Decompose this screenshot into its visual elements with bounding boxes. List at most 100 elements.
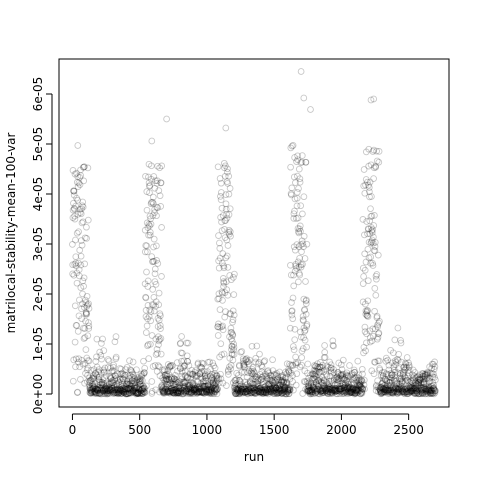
data-point <box>313 387 321 395</box>
data-point <box>304 360 312 368</box>
data-point <box>406 386 414 394</box>
data-point <box>294 214 302 222</box>
data-point <box>150 293 158 301</box>
data-point <box>206 389 213 396</box>
data-point <box>161 371 169 379</box>
data-point <box>333 384 340 392</box>
data-point <box>357 383 365 391</box>
data-point <box>79 218 87 226</box>
data-point <box>379 388 387 396</box>
data-point <box>309 374 317 382</box>
data-point <box>403 388 410 396</box>
y-tick-label: 4e-05 <box>31 177 45 212</box>
data-point <box>261 383 269 390</box>
data-point <box>276 381 284 389</box>
data-point <box>279 381 287 389</box>
data-point <box>119 379 126 386</box>
data-point <box>167 388 174 395</box>
data-point <box>153 257 160 264</box>
data-point <box>402 364 410 372</box>
data-point <box>229 330 236 338</box>
data-point <box>318 387 326 395</box>
data-point <box>224 366 232 374</box>
data-point <box>376 365 383 372</box>
data-point <box>148 253 156 260</box>
data-point <box>213 386 221 394</box>
data-point <box>345 380 353 388</box>
data-point <box>383 370 390 378</box>
data-point <box>376 318 383 325</box>
data-point <box>205 389 213 396</box>
data-point <box>164 381 171 389</box>
data-point <box>416 376 424 384</box>
data-point <box>320 382 328 389</box>
data-point <box>114 388 122 396</box>
data-point <box>265 388 273 395</box>
data-point <box>148 390 156 397</box>
data-point <box>332 390 340 398</box>
data-point <box>124 390 131 397</box>
data-point <box>341 381 349 389</box>
data-point <box>241 388 249 396</box>
data-point <box>309 383 317 391</box>
data-point <box>249 388 257 395</box>
data-point <box>133 389 140 397</box>
data-point <box>314 360 321 368</box>
data-point <box>257 376 265 384</box>
data-point <box>157 179 165 187</box>
data-point <box>320 382 328 390</box>
data-point <box>423 371 431 379</box>
data-point <box>403 390 411 398</box>
data-point <box>240 383 248 391</box>
data-point <box>221 313 229 321</box>
data-point <box>315 368 323 376</box>
data-point <box>152 177 159 185</box>
data-point <box>103 387 111 395</box>
data-point <box>244 390 251 397</box>
data-point <box>180 384 188 392</box>
data-point <box>296 225 303 233</box>
data-point <box>430 384 438 392</box>
data-point <box>137 377 145 384</box>
data-point <box>420 378 428 386</box>
data-point <box>382 386 390 394</box>
data-point <box>99 387 107 395</box>
data-point <box>422 387 430 395</box>
data-point <box>118 386 125 394</box>
data-point <box>300 243 307 251</box>
data-point <box>132 384 140 392</box>
data-point <box>181 361 188 369</box>
data-point <box>409 387 417 395</box>
data-point <box>359 280 367 287</box>
data-point <box>307 386 315 393</box>
data-point <box>275 389 283 396</box>
data-point <box>365 254 373 262</box>
data-point <box>283 378 290 386</box>
data-point <box>251 372 259 380</box>
data-point <box>121 371 129 379</box>
data-point <box>319 389 327 397</box>
data-point <box>238 348 246 355</box>
data-point <box>276 385 284 393</box>
data-point <box>111 389 119 397</box>
data-point <box>225 226 233 234</box>
data-point <box>94 368 102 376</box>
data-point <box>306 390 314 398</box>
data-point <box>200 360 207 368</box>
data-point <box>70 271 78 279</box>
data-point <box>146 182 154 189</box>
data-point <box>326 358 333 366</box>
data-point <box>186 381 194 388</box>
data-point <box>215 375 223 382</box>
data-point <box>404 386 412 394</box>
data-point <box>313 389 321 396</box>
data-point <box>146 189 153 197</box>
data-point <box>149 193 157 201</box>
data-point <box>242 382 250 389</box>
data-point <box>262 370 269 378</box>
data-point <box>333 387 341 395</box>
data-point <box>428 386 436 394</box>
data-point <box>399 384 407 392</box>
data-point <box>194 360 202 368</box>
data-point <box>426 389 434 397</box>
